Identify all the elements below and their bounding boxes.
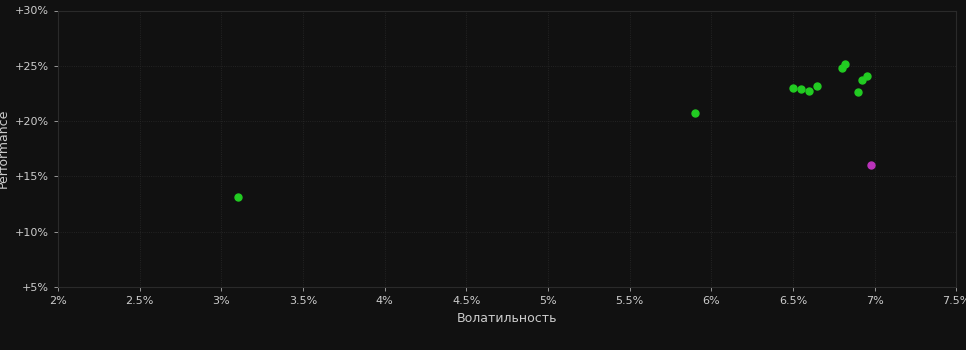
Point [854, 77, 869, 83]
Point [802, 89, 817, 94]
Point [859, 73, 874, 78]
X-axis label: Волатильность: Волатильность [457, 312, 557, 324]
Point [687, 111, 702, 116]
Point [230, 195, 245, 200]
Point [835, 65, 850, 71]
Point [838, 61, 853, 66]
Point [793, 86, 809, 92]
Point [810, 83, 825, 89]
Point [785, 85, 801, 91]
Point [851, 90, 867, 95]
Point [864, 162, 879, 168]
Y-axis label: Performance: Performance [0, 109, 10, 188]
